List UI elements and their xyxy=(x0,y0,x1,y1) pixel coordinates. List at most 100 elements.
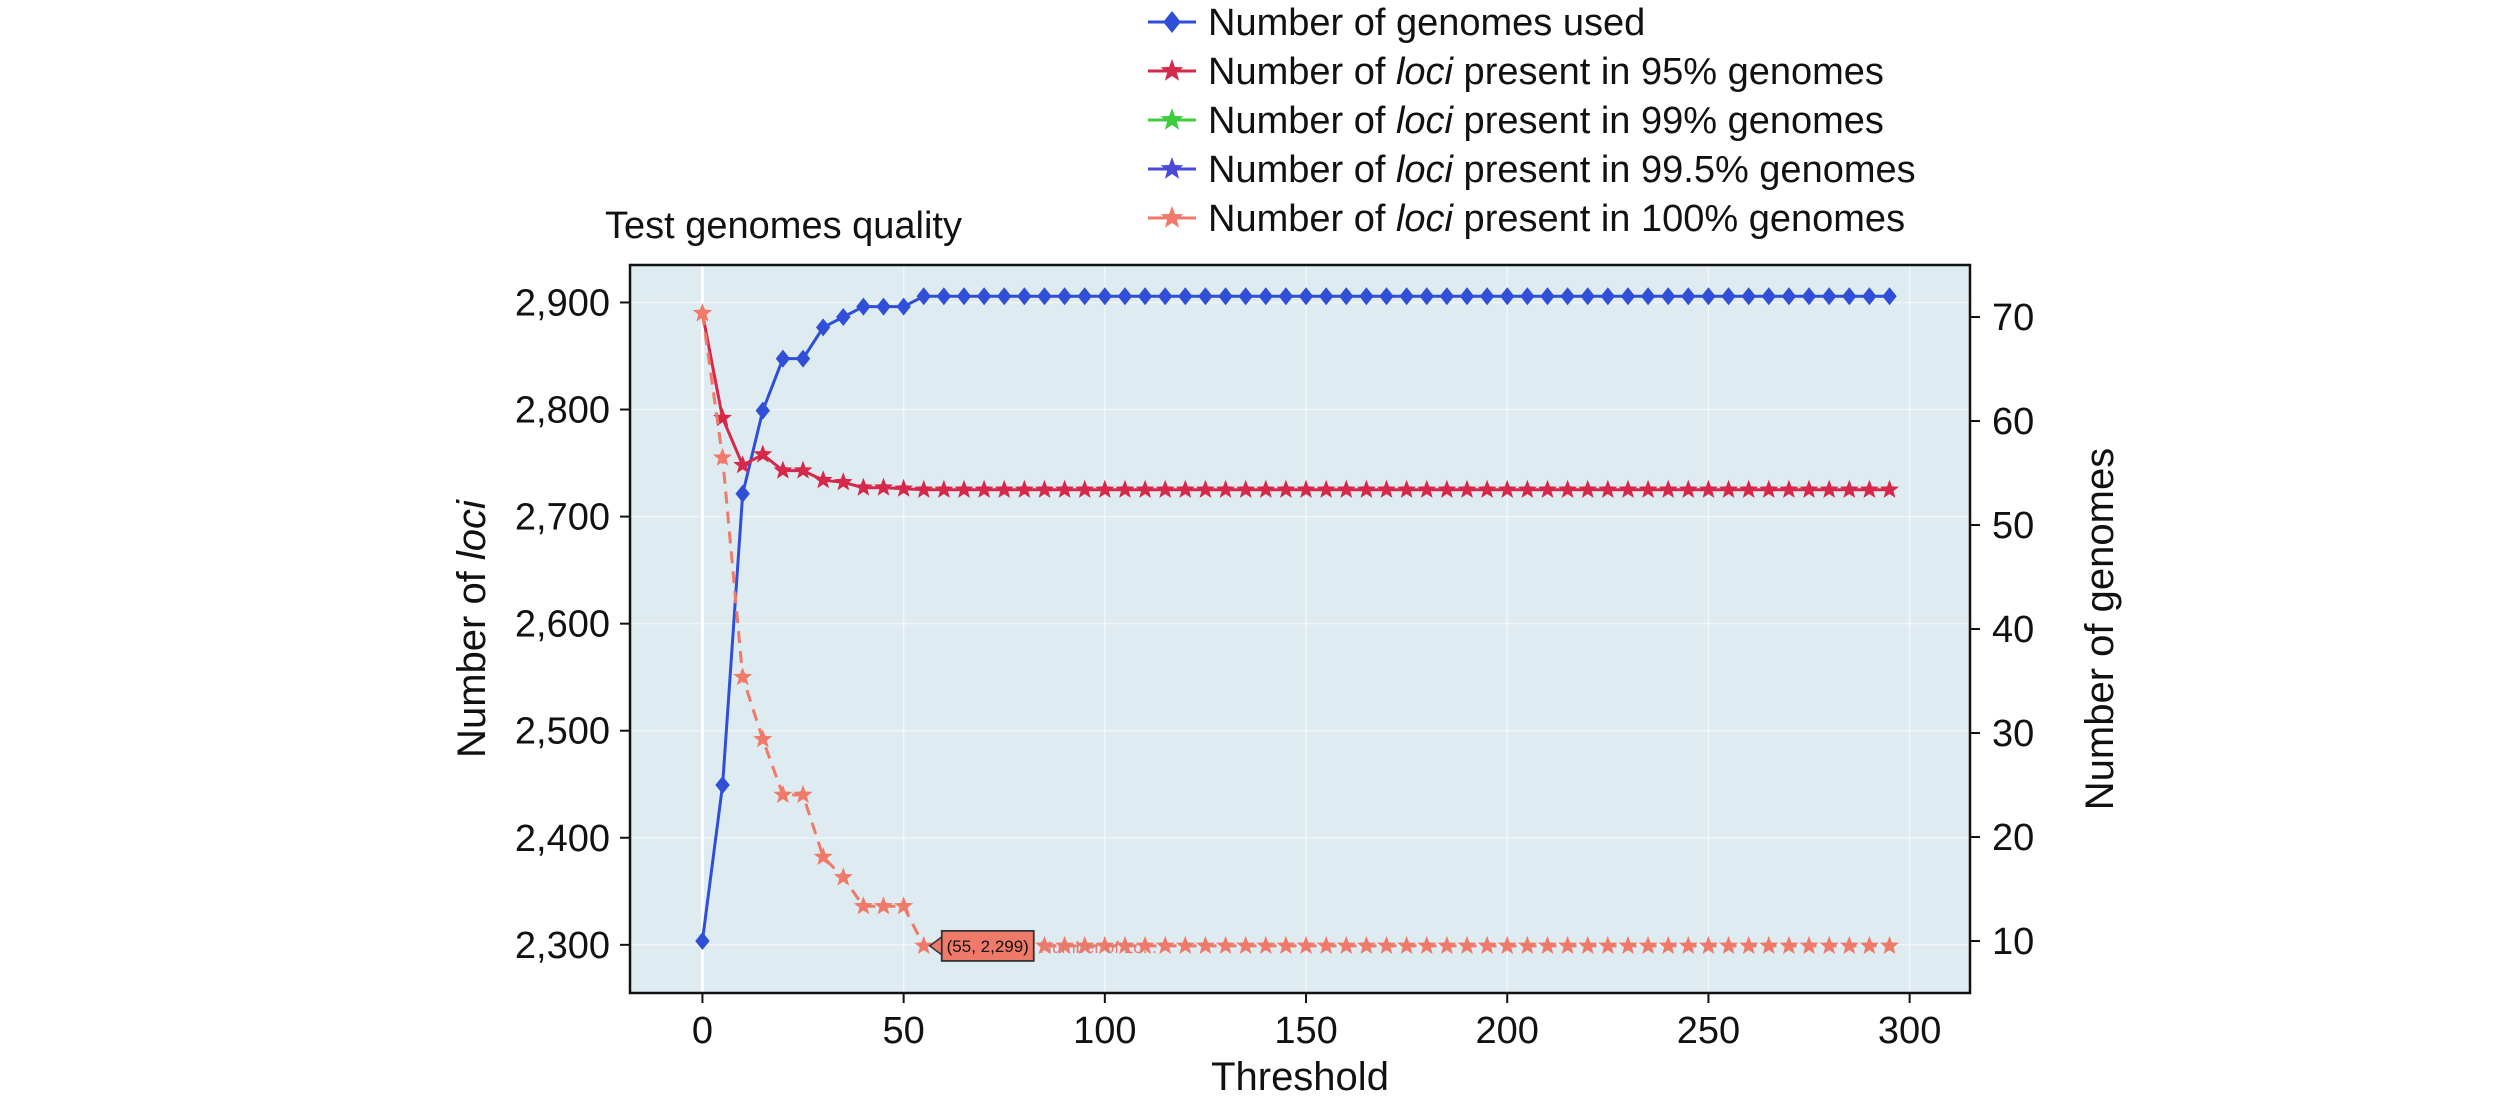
data-point xyxy=(793,460,813,479)
data-point xyxy=(1115,935,1135,954)
legend-label: Number of loci present in 100% genomes xyxy=(1208,198,1905,240)
tooltip-value: (55, 2,299) xyxy=(947,937,1029,956)
y-left-tick-label: 2,500 xyxy=(515,711,610,753)
data-point xyxy=(1356,479,1376,498)
y-left-tick-label: 2,600 xyxy=(515,604,610,646)
data-point xyxy=(1399,287,1414,306)
data-point xyxy=(1276,479,1296,498)
data-point xyxy=(1698,935,1718,954)
legend-item-2[interactable]: Number of loci present in 95% genomes xyxy=(1148,51,1884,93)
legend-item-3[interactable]: Number of loci present in 99% genomes xyxy=(1148,100,1884,142)
data-point xyxy=(853,477,873,496)
y-right-tick-label: 10 xyxy=(1992,921,2034,963)
data-point xyxy=(733,455,753,474)
y-left-tick-label: 2,300 xyxy=(515,925,610,967)
data-point xyxy=(1560,287,1575,306)
data-point xyxy=(1759,935,1779,954)
y-left-tick-label: 2,900 xyxy=(515,282,610,324)
data-point xyxy=(1117,287,1133,306)
data-point xyxy=(1316,479,1336,498)
data-point xyxy=(1055,479,1075,498)
data-point xyxy=(1216,935,1236,954)
data-point xyxy=(1055,935,1075,954)
data-point xyxy=(1276,935,1296,954)
data-point xyxy=(713,447,733,466)
data-point xyxy=(934,479,954,498)
data-point xyxy=(1057,287,1072,306)
data-point xyxy=(753,444,773,463)
tooltip-box xyxy=(940,929,1035,962)
data-point xyxy=(1258,287,1273,306)
data-point xyxy=(1701,287,1716,306)
data-point xyxy=(1155,479,1175,498)
data-point xyxy=(1638,935,1658,954)
data-point xyxy=(853,896,873,915)
data-point xyxy=(1035,935,1054,954)
data-point xyxy=(1759,479,1779,498)
data-point xyxy=(813,470,833,489)
y-left-tick-label: 2,400 xyxy=(515,818,610,860)
y-right-tick-label: 20 xyxy=(1992,817,2034,859)
y-left-tick-label: 2,800 xyxy=(515,390,610,432)
data-point xyxy=(1236,935,1256,954)
data-point xyxy=(1638,479,1658,498)
data-point xyxy=(1477,935,1497,954)
chart-title: Test genomes quality xyxy=(605,205,962,247)
data-point xyxy=(1115,479,1135,498)
data-point xyxy=(1397,479,1417,498)
data-point xyxy=(876,297,891,316)
x-tick-label: 300 xyxy=(1878,1010,1941,1052)
legend-item-1[interactable]: Number of genomes used xyxy=(1148,2,1645,44)
data-point xyxy=(914,479,934,498)
data-point xyxy=(795,349,811,368)
data-point xyxy=(1336,935,1356,954)
legend-item-5[interactable]: Number of loci present in 100% genomes xyxy=(1148,198,1905,240)
data-point xyxy=(936,287,952,306)
data-point xyxy=(1417,935,1437,954)
x-tick-label: 100 xyxy=(1073,1010,1136,1052)
data-point xyxy=(1598,479,1618,498)
data-point xyxy=(815,318,831,337)
legend-item-4[interactable]: Number of loci present in 99.5% genomes xyxy=(1148,149,1916,191)
data-point xyxy=(1457,935,1477,954)
data-point xyxy=(1862,287,1877,306)
y-right-tick-label: 50 xyxy=(1992,505,2034,547)
tooltip-series-name: Number of Lo... xyxy=(1040,938,1157,957)
data-point xyxy=(1719,479,1739,498)
series-3 xyxy=(692,303,1899,954)
data-point xyxy=(1437,479,1457,498)
data-point xyxy=(1419,287,1434,306)
data-point xyxy=(753,729,773,748)
x-axis-title: Threshold xyxy=(1211,1055,1389,1099)
series-layer xyxy=(692,287,1899,954)
data-point xyxy=(916,287,931,306)
data-point xyxy=(1640,287,1656,306)
data-point xyxy=(1819,935,1839,954)
data-point xyxy=(1660,287,1676,306)
data-point xyxy=(1882,287,1897,306)
data-point xyxy=(1799,479,1819,498)
data-point xyxy=(1379,287,1394,306)
data-point xyxy=(715,776,730,794)
data-point xyxy=(1598,935,1618,954)
data-point xyxy=(1256,935,1276,954)
data-point xyxy=(1097,287,1113,306)
data-point xyxy=(713,408,733,427)
data-point xyxy=(1195,935,1215,954)
y-right-tick-label: 40 xyxy=(1992,609,2034,651)
data-point xyxy=(1218,287,1233,306)
data-point xyxy=(1880,479,1899,498)
data-point xyxy=(1459,287,1475,306)
data-point xyxy=(1497,935,1517,954)
data-point xyxy=(1538,935,1557,954)
data-point xyxy=(1580,287,1595,306)
data-point xyxy=(1135,479,1155,498)
data-point xyxy=(1178,287,1193,306)
data-point xyxy=(1658,479,1678,498)
data-point xyxy=(1238,287,1253,306)
data-point xyxy=(1721,287,1736,306)
data-point xyxy=(1517,479,1537,498)
legend[interactable]: Number of genomes used Number of loci pre… xyxy=(1148,2,1916,240)
data-point xyxy=(894,896,914,915)
